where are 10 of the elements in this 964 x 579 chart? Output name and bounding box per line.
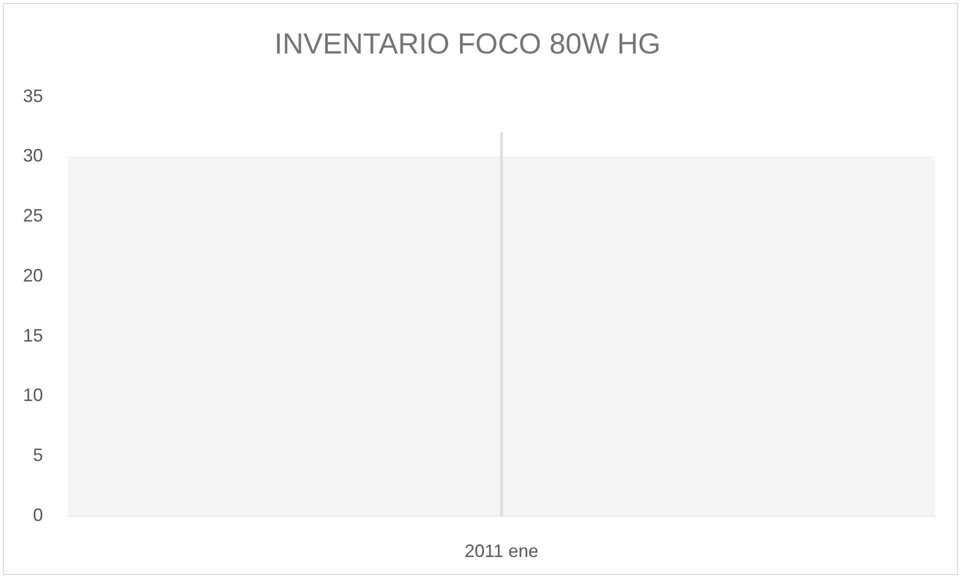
y-tick-label: 15 <box>22 325 43 346</box>
y-tick-label: 0 <box>32 504 43 525</box>
y-tick-label: 5 <box>32 445 43 466</box>
y-tick-label: 10 <box>22 385 43 406</box>
y-tick-label: 20 <box>22 265 43 286</box>
x-tick-label: 2011 ene <box>464 540 538 561</box>
y-tick-label: 25 <box>22 206 43 226</box>
y-tick-label: 35 <box>22 86 43 106</box>
y-tick-label: 30 <box>22 146 43 166</box>
chart-title: INVENTARIO FOCO 80W HG <box>274 28 661 60</box>
